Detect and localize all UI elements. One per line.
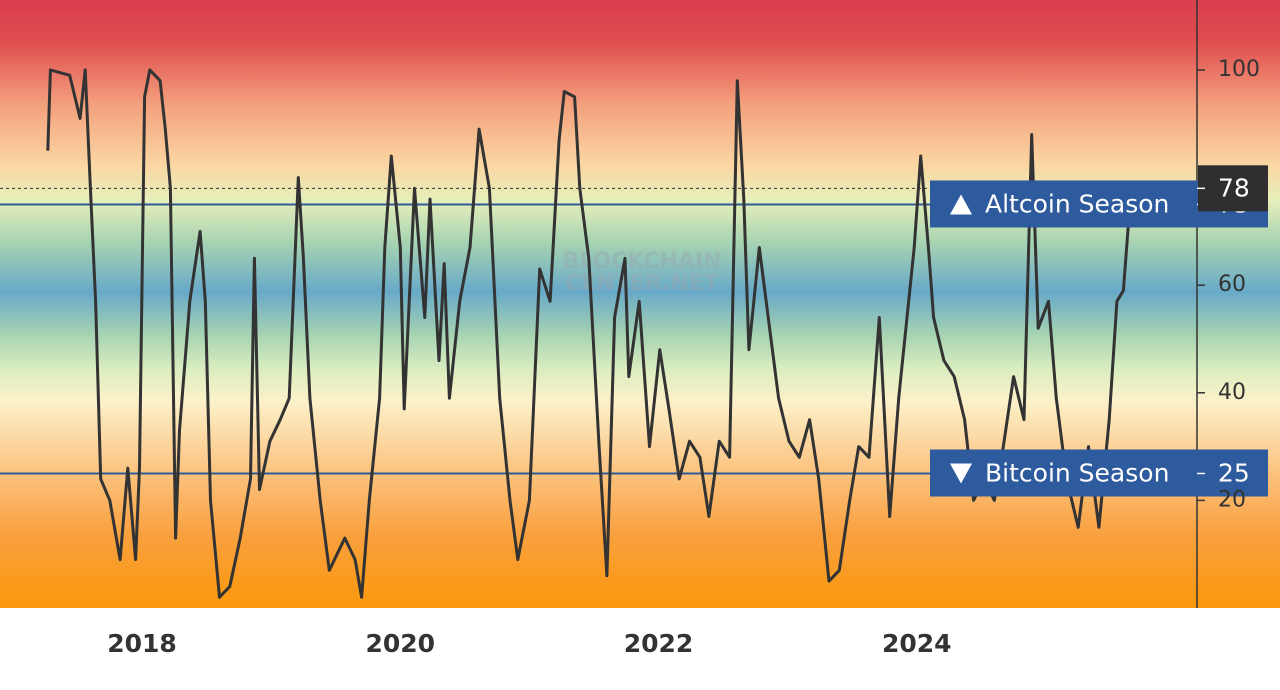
y-tick-label: 60: [1218, 272, 1246, 297]
index-line: [46, 68, 1133, 599]
y-tick-label: 20: [1218, 487, 1246, 512]
current-value-box: [1198, 165, 1268, 212]
y-tick-label: 40: [1218, 380, 1246, 405]
annotation-label: Bitcoin Season: [985, 458, 1169, 487]
annotation-icon: [950, 463, 972, 484]
x-tick-label: 2018: [107, 629, 177, 658]
current-value-label: 78: [1218, 173, 1250, 202]
y-tick-label: 100: [1218, 57, 1260, 82]
annotation-value: 25: [1218, 458, 1250, 487]
x-tick-label: 2020: [365, 629, 435, 658]
x-tick-label: 2024: [882, 629, 952, 658]
annotation-label: Altcoin Season: [985, 189, 1169, 218]
watermark: CENTER.NET: [565, 271, 719, 296]
annotation-icon: [950, 194, 972, 215]
annotation-box: [930, 449, 1268, 497]
x-tick-label: 2022: [624, 629, 694, 658]
